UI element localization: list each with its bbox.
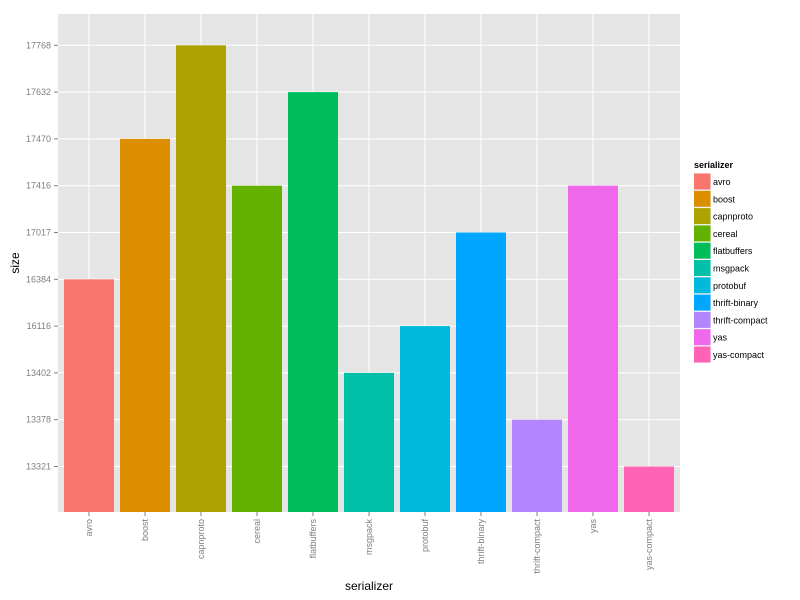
x-tick-label: yas-compact [644,519,654,571]
legend-swatch-capnproto [694,208,711,225]
legend-swatch-thrift-compact [694,311,711,328]
y-axis-title: size [8,252,22,274]
x-tick-label: yas [588,519,598,534]
x-tick-label: protobuf [420,519,430,553]
y-tick-label: 16384 [26,274,51,284]
y-tick-label: 17470 [26,134,51,144]
y-tick-label: 17768 [26,40,51,50]
x-tick-label: thrift-binary [476,519,486,565]
y-tick-label: 16116 [27,321,51,331]
bar-yas [568,185,618,512]
legend-swatch-thrift-binary [694,294,711,311]
x-tick-label: thrift-compact [532,519,542,574]
x-tick-label: boost [140,519,150,542]
x-axis-title: serializer [345,579,393,593]
bar-flatbuffers [288,92,338,512]
legend-label-yas-compact: yas-compact [713,350,765,360]
legend-label-cereal: cereal [713,229,738,239]
legend-label-protobuf: protobuf [713,281,747,291]
x-tick-label: cereal [252,519,262,544]
bar-avro [64,279,114,512]
legend-swatch-yas [694,329,711,346]
legend-swatch-protobuf [694,277,711,294]
y-tick-label: 17632 [26,87,51,97]
x-tick-label: avro [84,519,94,537]
legend-label-yas: yas [713,333,728,343]
y-tick-label: 17416 [26,181,51,191]
y-tick-label: 17017 [26,228,51,238]
y-axis: 13321 13378 13402 16116 16384 17017 17416 17470… [26,40,58,472]
legend-swatch-boost [694,190,711,207]
bar-boost [120,138,170,512]
bar-cereal [232,185,282,512]
y-tick-label: 13321 [26,462,51,472]
bars [64,45,674,513]
y-tick-label: 13378 [26,415,51,425]
x-tick-label: msgpack [364,519,374,556]
legend-label-avro: avro [713,177,731,187]
bar-msgpack [344,372,394,512]
y-tick-label: 13402 [26,368,51,378]
x-tick-label: flatbuffers [308,519,318,559]
legend-swatch-cereal [694,225,711,242]
legend-label-capnproto: capnproto [713,212,753,222]
bar-protobuf [400,326,450,512]
legend-label-flatbuffers: flatbuffers [713,246,753,256]
legend-swatch-flatbuffers [694,242,711,259]
x-axis: avro boost capnproto cereal flatbuffers msgpa… [84,512,654,574]
bar-thrift-compact [512,419,562,512]
legend-label-thrift-binary: thrift-binary [713,298,759,308]
legend-swatch-avro [694,173,711,190]
legend: serializer avro boost capnproto cereal flatb… [694,160,768,363]
legend-label-boost: boost [713,194,736,204]
legend-label-msgpack: msgpack [713,264,750,274]
x-tick-label: capnproto [196,519,206,559]
bar-capnproto [176,45,226,513]
bar-yas-compact [624,466,674,512]
legend-label-thrift-compact: thrift-compact [713,315,768,325]
legend-title: serializer [694,160,734,170]
legend-swatch-yas-compact [694,346,711,363]
bar-thrift-binary [456,232,506,512]
legend-swatch-msgpack [694,260,711,276]
